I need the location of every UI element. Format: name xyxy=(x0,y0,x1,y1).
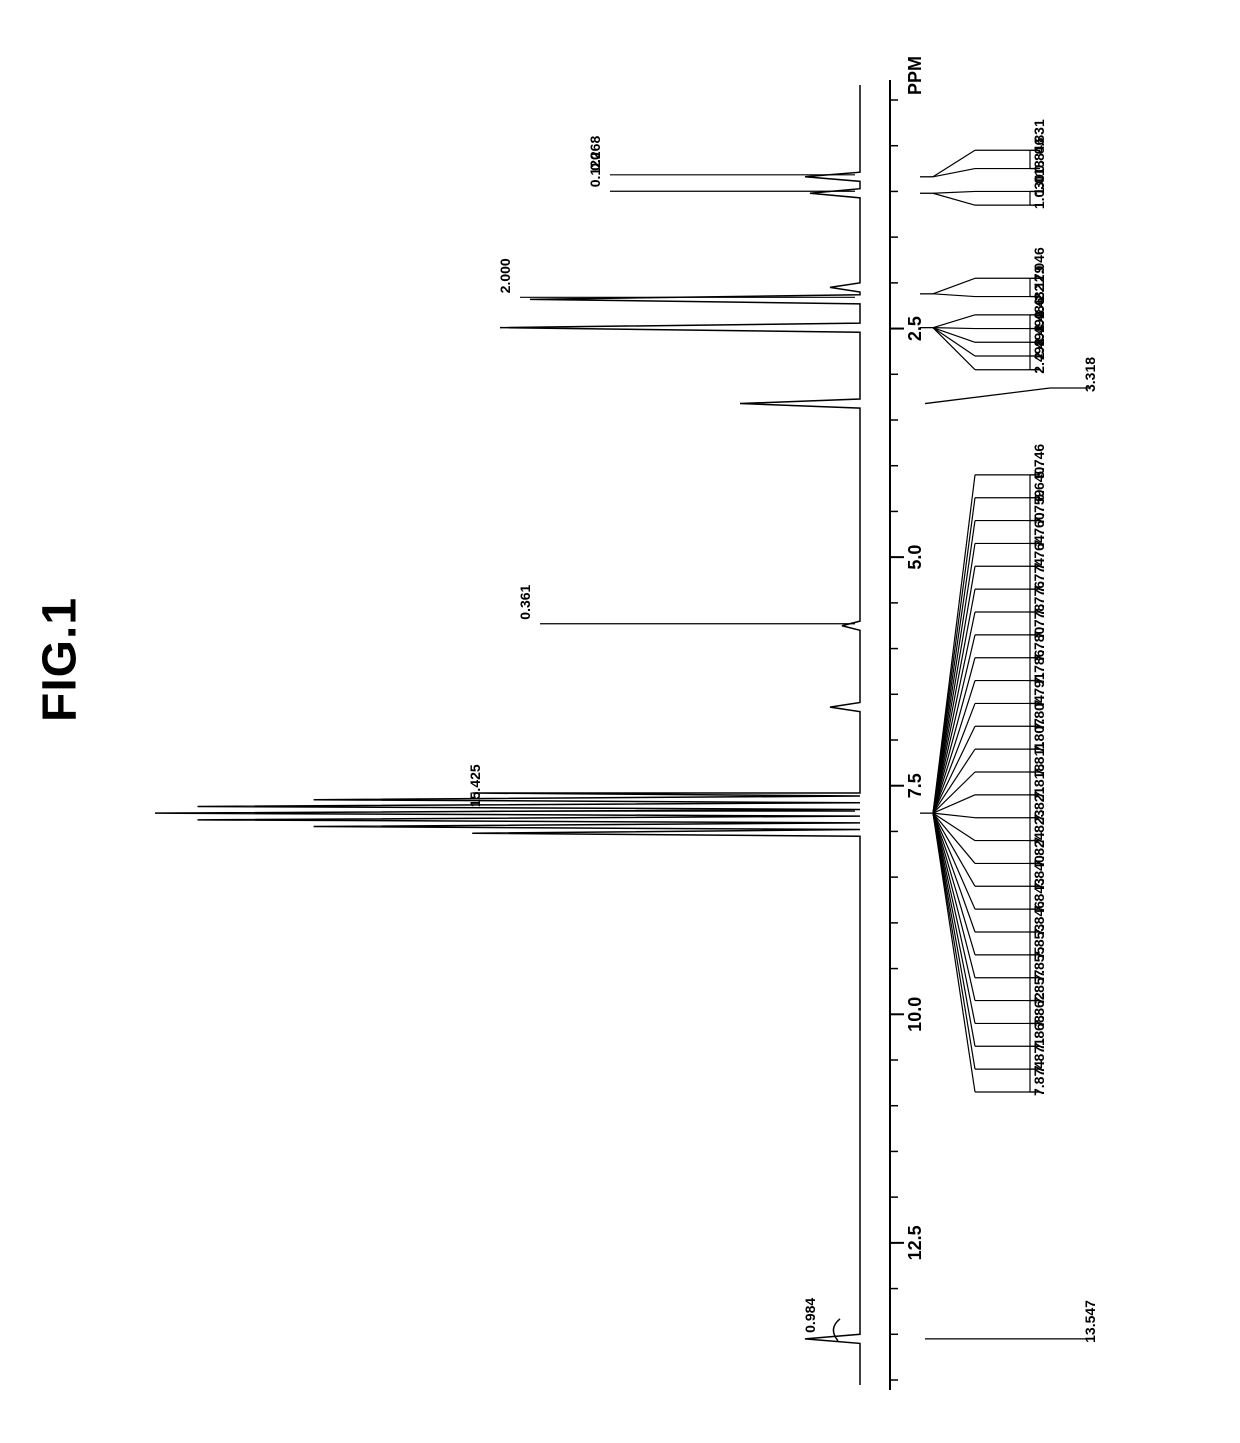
svg-text:5.0: 5.0 xyxy=(905,545,925,570)
svg-text:1.030: 1.030 xyxy=(1031,174,1047,209)
page: FIG.1 2.55.07.510.012.5PPM0.2680.1202.00… xyxy=(0,0,1240,1443)
svg-text:0.361: 0.361 xyxy=(517,584,533,619)
svg-text:0.984: 0.984 xyxy=(802,1298,818,1333)
svg-text:0.120: 0.120 xyxy=(587,152,603,187)
svg-text:2.5: 2.5 xyxy=(905,316,925,341)
svg-text:13.547: 13.547 xyxy=(1082,1300,1098,1343)
svg-text:PPM: PPM xyxy=(905,56,925,95)
svg-text:10.0: 10.0 xyxy=(905,997,925,1032)
svg-text:2.498: 2.498 xyxy=(1031,338,1047,373)
svg-text:7.5: 7.5 xyxy=(905,773,925,798)
svg-text:2.000: 2.000 xyxy=(497,258,513,293)
svg-text:7.874: 7.874 xyxy=(1031,1061,1047,1096)
nmr-spectrum: 2.55.07.510.012.5PPM0.2680.1202.0000.361… xyxy=(0,0,1240,1443)
svg-text:15.425: 15.425 xyxy=(467,764,483,807)
svg-text:3.318: 3.318 xyxy=(1082,357,1098,392)
svg-text:12.5: 12.5 xyxy=(905,1225,925,1260)
